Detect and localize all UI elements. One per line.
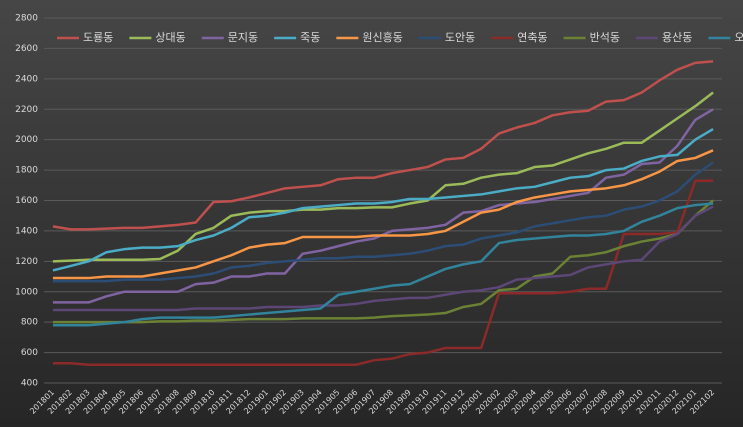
series-line — [52, 199, 714, 324]
y-tick-label: 1000 — [15, 287, 38, 297]
series-line — [52, 179, 714, 366]
y-tick-label: 400 — [21, 379, 38, 389]
y-tick-label: 2200 — [15, 105, 38, 115]
series-line — [52, 91, 714, 263]
legend-label: 연축동 — [517, 31, 547, 44]
series-line — [52, 202, 714, 327]
legend-label: 도안동 — [445, 31, 475, 44]
legend-label: 원신흥동 — [362, 30, 402, 44]
y-tick-label: 2600 — [15, 44, 38, 54]
series-line — [52, 60, 714, 231]
y-tick-label: 1600 — [15, 196, 38, 206]
legend-label: 죽동 — [300, 31, 320, 44]
series-line — [52, 205, 714, 312]
y-tick-label: 600 — [21, 348, 38, 358]
legend: 도룡동 상대동 문지동 죽동 원신흥동 도안동 연축동 반석동 용산동 오류동 — [57, 30, 743, 44]
y-tick-label: 1400 — [15, 226, 38, 236]
lines — [52, 60, 714, 366]
legend-label: 상대동 — [155, 31, 185, 44]
y-tick-label: 2000 — [15, 135, 38, 145]
y-tick-label: 1800 — [15, 166, 38, 176]
y-tick-label: 2400 — [15, 74, 38, 84]
series-line — [52, 127, 714, 272]
legend-label: 용산동 — [662, 31, 692, 44]
legend-label: 오류동 — [734, 31, 743, 44]
legend-label: 도룡동 — [83, 31, 113, 44]
series-line — [52, 161, 714, 283]
series-line — [52, 149, 714, 280]
legend-label: 문지동 — [228, 31, 258, 44]
legend-label: 반석동 — [590, 31, 620, 44]
y-tick-label: 800 — [21, 318, 38, 328]
y-tick-label: 1200 — [15, 257, 38, 267]
y-tick-label: 2800 — [15, 14, 38, 24]
